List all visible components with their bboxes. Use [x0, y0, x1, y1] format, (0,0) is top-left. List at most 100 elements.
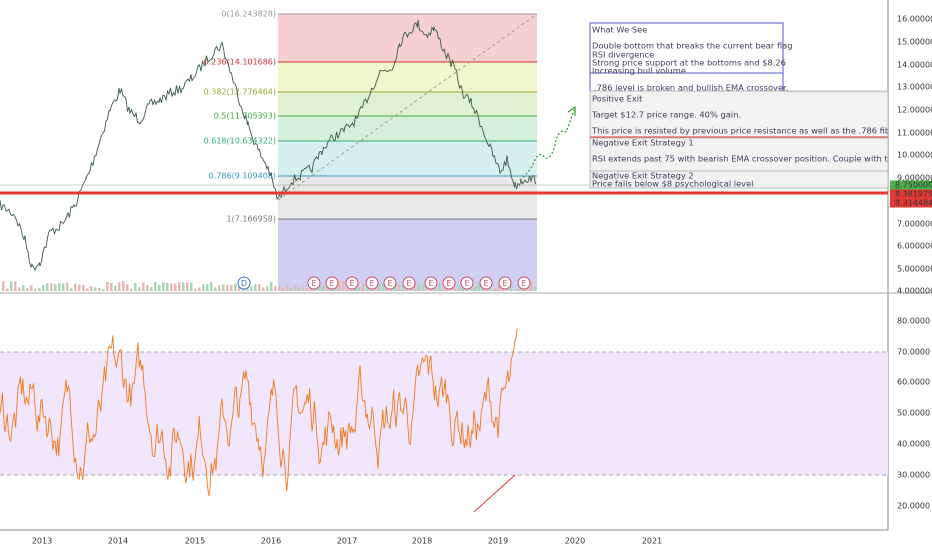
- volume-bar: [134, 282, 137, 291]
- event-marker: [237, 276, 251, 290]
- note-text: This price is resisted by previous price…: [591, 126, 900, 136]
- volume-bar: [422, 284, 425, 291]
- volume-bar: [146, 285, 149, 291]
- fib-zone: [278, 141, 537, 176]
- event-marker: [479, 276, 493, 290]
- price-tag: [890, 189, 932, 199]
- fib-zone: [278, 176, 537, 219]
- note-text: Negative Exit Strategy 2: [592, 171, 694, 181]
- event-label: E: [349, 279, 354, 288]
- event-label: E: [446, 279, 451, 288]
- volume-bar: [494, 288, 497, 291]
- fib-zone: [278, 14, 537, 62]
- rsi-series: [0, 328, 518, 496]
- volume-bar: [106, 282, 109, 291]
- event-label: E: [483, 279, 488, 288]
- volume-bar: [154, 282, 157, 291]
- volume-bar: [138, 287, 141, 291]
- price-tick-label: 9.000000: [897, 174, 932, 183]
- price-tick-label: 6.000000: [897, 242, 932, 251]
- event-label: E: [311, 279, 316, 288]
- fib-label: 0.236(14.101686): [204, 58, 276, 67]
- event-marker: [517, 276, 531, 290]
- rsi-tick-label: 80.0000: [897, 317, 930, 326]
- volume-bar: [286, 285, 289, 291]
- fib-zone: [278, 62, 537, 92]
- time-tick-label: 2020: [565, 537, 585, 546]
- volume-bar: [218, 285, 221, 291]
- volume-bar: [418, 283, 421, 291]
- event-marker: [498, 276, 512, 290]
- volume-bar: [30, 285, 33, 291]
- note-text: .786 level is broken and bullish EMA cro…: [594, 83, 788, 93]
- volume-bar: [94, 287, 97, 291]
- volume-bar: [26, 287, 29, 291]
- price-tag-label: 8.381979: [895, 190, 932, 199]
- volume-bar: [82, 285, 85, 291]
- volume-bar: [158, 285, 161, 291]
- volume-bar: [150, 286, 153, 291]
- time-tick-label: 2019: [488, 537, 508, 546]
- projection-arrowhead: [567, 105, 576, 116]
- event-label: D: [241, 279, 247, 288]
- note-text: Strong price support at the bottoms and …: [592, 58, 786, 68]
- fib-trend: [277, 13, 538, 201]
- time-tick-label: 2021: [642, 537, 662, 546]
- event-label: E: [428, 279, 433, 288]
- rsi-tick-label: 20.0000: [897, 502, 930, 511]
- volume-bar: [382, 284, 385, 291]
- volume-bar: [6, 288, 9, 291]
- volume-bar: [122, 281, 125, 291]
- volume-bar: [438, 282, 441, 291]
- time-tick-label: 2015: [185, 537, 205, 546]
- volume-bar: [510, 284, 513, 291]
- note-text: Positive Exit: [592, 94, 643, 104]
- note-text: RSI divergence: [592, 50, 654, 60]
- note-text: Increasing bull volume: [592, 66, 686, 76]
- note-text: Target $12.7 price range. 40% gain.: [591, 110, 741, 120]
- price-tick-label: 16.000000: [897, 15, 932, 24]
- price-series: [0, 19, 536, 272]
- volume-bar: [442, 288, 445, 291]
- volume-bar: [262, 287, 265, 291]
- fib-zone: [278, 92, 537, 116]
- rsi-band: [0, 352, 888, 475]
- volume-bar: [234, 283, 237, 291]
- volume-bar: [402, 283, 405, 291]
- volume-bar: [306, 288, 309, 291]
- volume-bar: [78, 284, 81, 291]
- volume-bar: [530, 281, 533, 291]
- rsi-tick-label: 30.0000: [897, 471, 930, 480]
- volume-bar: [294, 285, 297, 291]
- volume-bar: [10, 281, 13, 291]
- volume-bar: [50, 283, 53, 291]
- volume-bar: [90, 286, 93, 291]
- volume-bar: [254, 284, 257, 291]
- volume-bar: [74, 283, 77, 291]
- volume-bar: [338, 281, 341, 291]
- plot-area: 0(16.243828) 0.236(14.101686) 0.382(12.776…: [0, 10, 900, 513]
- volume-bar: [98, 287, 101, 291]
- volume-bar: [22, 285, 25, 291]
- volume-bar: [458, 285, 461, 291]
- event-label: E: [502, 279, 507, 288]
- event-marker: [424, 276, 438, 290]
- event-marker: [345, 276, 359, 290]
- volume-bar: [46, 283, 49, 291]
- volume-bar: [490, 288, 493, 291]
- volume-bar: [70, 288, 73, 291]
- fib-label: 0.786(9.109408): [209, 172, 276, 181]
- volume-bar: [166, 282, 169, 291]
- event-label: E: [406, 279, 411, 288]
- event-label: E: [387, 279, 392, 288]
- volume-bar: [86, 288, 89, 291]
- volume-bar: [238, 286, 241, 291]
- price-tick-label: 15.000000: [897, 38, 932, 47]
- price-tick-label: 13.000000: [897, 83, 932, 92]
- volume-bar: [290, 288, 293, 291]
- note-text: Price falls below $8 psychological level: [592, 179, 754, 189]
- volume-bar: [182, 282, 185, 291]
- volume-bar: [178, 282, 181, 291]
